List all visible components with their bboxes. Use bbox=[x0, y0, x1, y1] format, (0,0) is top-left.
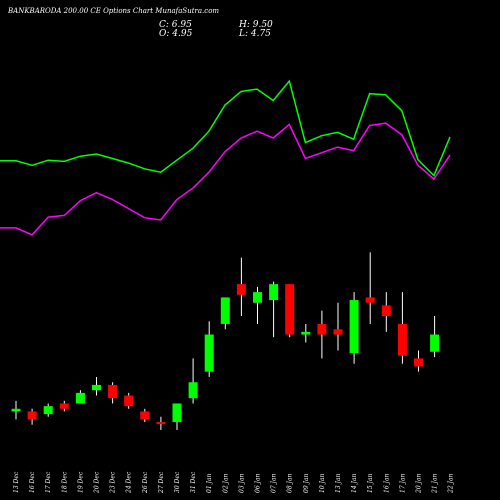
x-tick-label: 08 Jan bbox=[287, 473, 294, 493]
candle-25 bbox=[397, 292, 407, 364]
bull-candle-body bbox=[11, 408, 21, 412]
bull-candle-body bbox=[204, 334, 214, 372]
open-value: O: 4.95 bbox=[159, 29, 193, 39]
x-tick-label: 23 Dec bbox=[110, 471, 117, 494]
x-tick-label: 18 Dec bbox=[61, 471, 68, 493]
candle-5 bbox=[75, 390, 85, 404]
bear-candle-body bbox=[156, 422, 166, 425]
lower-band-line bbox=[0, 122, 451, 236]
bull-candle-body bbox=[269, 284, 279, 301]
bull-candle-body bbox=[172, 403, 182, 423]
bull-candle-body bbox=[75, 392, 85, 404]
low-value: L: 4.75 bbox=[239, 29, 271, 39]
x-tick-label: 30 Dec bbox=[174, 471, 181, 493]
close-value: C: 6.95 bbox=[159, 20, 192, 30]
x-tick-label: 02 Jan bbox=[222, 473, 229, 493]
candle-20 bbox=[317, 310, 327, 359]
candle-23 bbox=[365, 252, 375, 324]
bear-candle-body bbox=[140, 411, 150, 420]
x-tick-label: 24 Dec bbox=[126, 471, 133, 494]
candle-3 bbox=[43, 403, 53, 417]
candle-8 bbox=[124, 392, 134, 409]
bull-candle-body bbox=[253, 292, 262, 303]
x-tick-label: 01 Jan bbox=[206, 473, 213, 493]
candle-22 bbox=[349, 292, 359, 364]
bull-candle-body bbox=[220, 297, 230, 324]
bear-candle-body bbox=[236, 284, 246, 295]
x-tick-label: 13 Jan bbox=[335, 473, 342, 493]
x-axis: 13 Dec 16 Dec 17 Dec 18 Dec 19 Dec 20 Dec 23 D… bbox=[13, 471, 455, 494]
x-tick-label: 07 Jan bbox=[271, 473, 278, 493]
bull-candle-body bbox=[92, 384, 101, 391]
upper-band-line bbox=[0, 79, 451, 177]
x-tick-label: 27 Dec bbox=[158, 471, 165, 494]
x-tick-label: 22 Jan bbox=[448, 473, 455, 494]
x-tick-label: 09 Jan bbox=[303, 473, 310, 493]
x-tick-label: 20 Dec bbox=[94, 471, 101, 494]
bear-candle-body bbox=[108, 384, 118, 399]
bear-candle-body bbox=[317, 323, 327, 335]
candle-1 bbox=[11, 400, 21, 420]
candle-6 bbox=[92, 376, 101, 396]
x-tick-label: 16 Dec bbox=[29, 471, 36, 493]
candle-24 bbox=[381, 292, 391, 332]
bull-candle-body bbox=[43, 406, 53, 415]
x-tick-label: 10 Jan bbox=[319, 473, 326, 493]
band-lines bbox=[0, 79, 451, 236]
candle-2 bbox=[27, 408, 37, 425]
chart-title: BANKBARODA 200.00 CE Options Chart Munaf… bbox=[8, 7, 220, 15]
x-tick-label: 06 Jan bbox=[255, 473, 262, 493]
candle-13 bbox=[204, 321, 214, 377]
candle-7 bbox=[108, 382, 118, 404]
candle-17 bbox=[269, 281, 279, 338]
bull-candle-body bbox=[430, 334, 440, 352]
candle-14 bbox=[220, 297, 230, 330]
bear-candle-body bbox=[59, 403, 69, 409]
bear-candle-body bbox=[285, 284, 295, 335]
x-tick-label: 20 Jan bbox=[416, 473, 423, 494]
bull-candle-body bbox=[301, 331, 311, 335]
x-tick-label: 31 Dec bbox=[190, 471, 197, 493]
x-tick-label: 19 Dec bbox=[77, 471, 84, 493]
candle-16 bbox=[253, 286, 262, 324]
candle-15 bbox=[236, 257, 246, 316]
candle-10 bbox=[156, 416, 166, 430]
x-tick-label: 17 Jan bbox=[399, 473, 406, 493]
candle-11 bbox=[172, 403, 182, 430]
x-tick-label: 17 Dec bbox=[45, 471, 52, 493]
candle-26 bbox=[414, 350, 423, 372]
bear-candle-body bbox=[397, 323, 407, 356]
x-tick-label: 15 Jan bbox=[367, 473, 374, 493]
bear-candle-body bbox=[381, 305, 391, 316]
bear-candle-body bbox=[124, 395, 134, 407]
bear-candle-body bbox=[333, 329, 343, 335]
bear-candle-body bbox=[365, 297, 375, 303]
candle-18 bbox=[285, 284, 295, 338]
x-tick-label: 26 Dec bbox=[142, 471, 149, 494]
candle-12 bbox=[188, 358, 198, 404]
candle-27 bbox=[430, 315, 440, 358]
candles bbox=[11, 252, 440, 430]
candle-9 bbox=[140, 408, 150, 423]
x-tick-label: 16 Jan bbox=[383, 473, 390, 493]
candle-4 bbox=[59, 400, 69, 412]
high-value: H: 9.50 bbox=[239, 20, 273, 30]
candle-21 bbox=[333, 302, 343, 351]
x-tick-label: 14 Jan bbox=[351, 473, 358, 493]
bear-candle-body bbox=[414, 358, 423, 367]
x-tick-label: 13 Dec bbox=[13, 471, 20, 493]
x-tick-label: 21 Jan bbox=[432, 473, 439, 494]
bull-candle-body bbox=[349, 300, 359, 354]
x-tick-label: 03 Jan bbox=[238, 473, 245, 493]
bull-candle-body bbox=[188, 382, 198, 399]
candle-19 bbox=[301, 323, 311, 343]
bear-candle-body bbox=[27, 411, 37, 420]
